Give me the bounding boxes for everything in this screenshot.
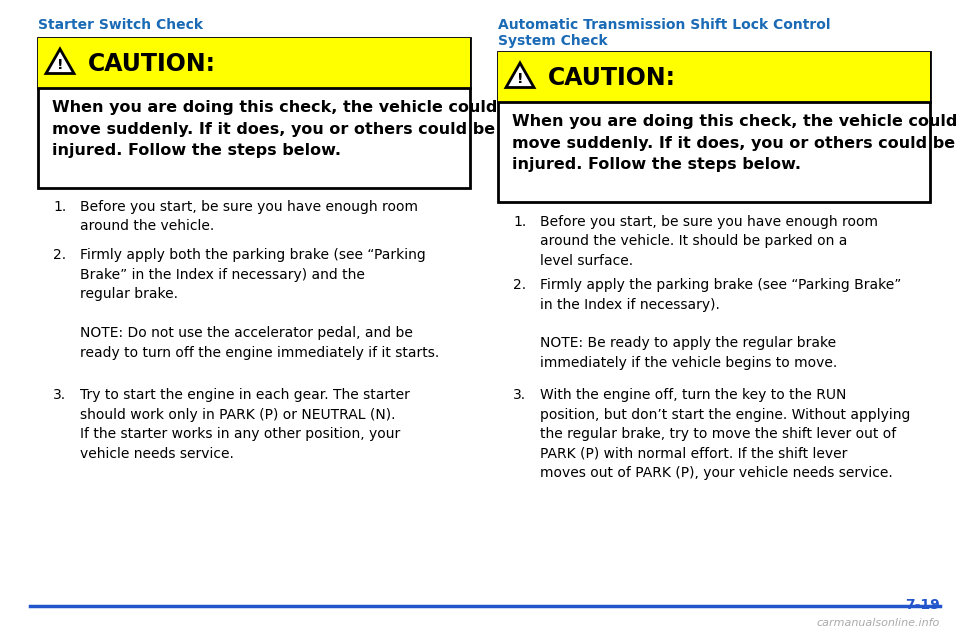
Text: With the engine off, turn the key to the RUN
position, but don’t start the engin: With the engine off, turn the key to the… [540,388,910,480]
Text: Try to start the engine in each gear. The starter
should work only in PARK (P) o: Try to start the engine in each gear. Th… [80,388,410,461]
Text: When you are doing this check, the vehicle could
move suddenly. If it does, you : When you are doing this check, the vehic… [52,100,497,158]
Bar [498,52,930,102]
Text: 7-19: 7-19 [905,598,940,612]
Text: Before you start, be sure you have enough room
around the vehicle. It should be : Before you start, be sure you have enoug… [540,215,878,268]
Text: CAUTION:: CAUTION: [548,66,676,90]
Text: Firmly apply the parking brake (see “Parking Brake”
in the Index if necessary).
: Firmly apply the parking brake (see “Par… [540,278,901,370]
Polygon shape [46,49,74,74]
Text: 2.: 2. [513,278,526,292]
Text: When you are doing this check, the vehicle could
move suddenly. If it does, you : When you are doing this check, the vehic… [512,114,957,172]
Text: 2.: 2. [53,248,66,262]
Text: 3.: 3. [513,388,526,402]
Text: Firmly apply both the parking brake (see “Parking
Brake” in the Index if necessa: Firmly apply both the parking brake (see… [80,248,440,360]
Text: carmanualsonline.info: carmanualsonline.info [817,618,940,628]
Bar [498,52,930,202]
Text: System Check: System Check [498,34,608,48]
Polygon shape [506,63,534,88]
Text: Before you start, be sure you have enough room
around the vehicle.: Before you start, be sure you have enoug… [80,200,418,234]
Bar [38,38,470,188]
Text: 3.: 3. [53,388,66,402]
Text: Starter Switch Check: Starter Switch Check [38,18,203,32]
Text: CAUTION:: CAUTION: [88,52,216,76]
Text: !: ! [57,58,63,72]
Text: Automatic Transmission Shift Lock Control: Automatic Transmission Shift Lock Contro… [498,18,830,32]
Bar [38,38,470,88]
Text: 1.: 1. [513,215,526,229]
Text: !: ! [516,72,523,86]
Text: 1.: 1. [53,200,66,214]
